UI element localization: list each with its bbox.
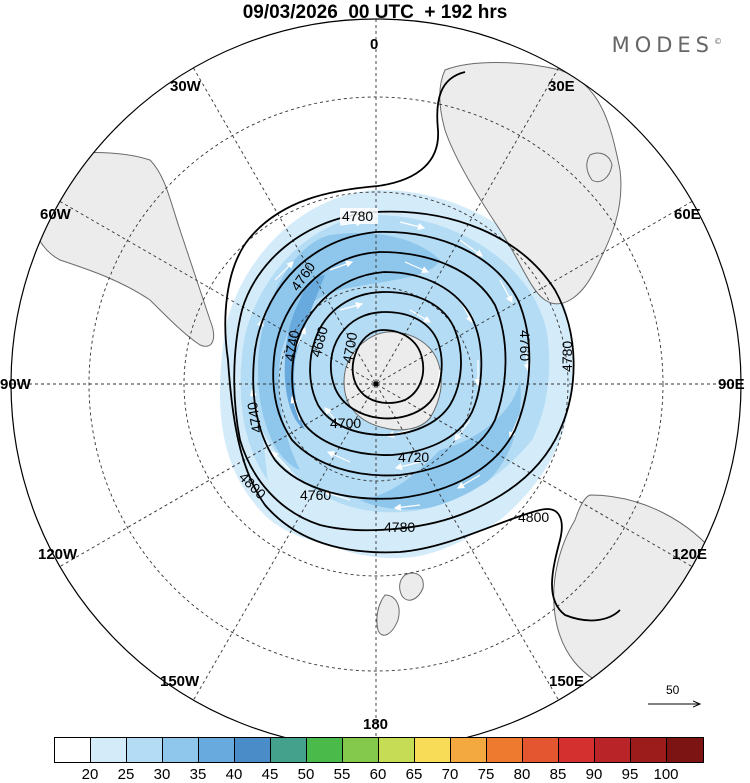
land-masses: [24, 62, 739, 695]
brand-logo: MODES©: [612, 33, 722, 57]
lon-label-60w: 60W: [40, 206, 71, 223]
brand-mark: ©: [714, 37, 722, 46]
colorbar-tick-label: 20: [81, 766, 99, 783]
colorbar-swatch: [379, 738, 415, 762]
colorbar-tick-label: 35: [189, 766, 207, 783]
contour-label: 4760: [300, 487, 331, 503]
colorbar-tick-label: 75: [477, 766, 495, 783]
lon-label-120w: 120W: [38, 546, 78, 563]
colorbar-swatch: [91, 738, 127, 762]
madagascar: [586, 152, 613, 183]
contour-4720: [291, 271, 483, 456]
colorbar-tick-label: 90: [585, 766, 603, 783]
contour-4680: [329, 311, 443, 420]
colorbar-swatch: [631, 738, 667, 762]
brand-name: MODES: [611, 33, 714, 57]
colorbar-tick-label: 55: [333, 766, 351, 783]
contour-4700: [309, 291, 462, 436]
lon-label-150w: 150W: [160, 673, 200, 690]
colorbar: [54, 737, 704, 763]
colorbar-tick-label: 30: [153, 766, 171, 783]
reference-vector-label: 50: [666, 683, 680, 697]
colorbar-tick-label: 95: [621, 766, 639, 783]
antarctica: [343, 331, 442, 431]
colorbar-tick-label: 50: [297, 766, 315, 783]
lon-label-120e: 120E: [672, 546, 708, 563]
lon-label-180: 180: [363, 716, 389, 733]
shade-20-25-south-tail: [262, 430, 540, 559]
lon-label-60e: 60E: [674, 206, 701, 223]
colorbar-tick-label: 80: [513, 766, 531, 783]
lon-label-0: 0: [370, 36, 379, 53]
contour-label: 4740: [244, 401, 265, 435]
contour-label: 4740: [281, 329, 302, 363]
contour-4660: [351, 329, 425, 404]
colorbar-tick-label: 25: [117, 766, 135, 783]
new-zealand-north: [399, 572, 424, 601]
shade-35-40: [284, 275, 325, 430]
colorbar-swatch: [235, 738, 271, 762]
colorbar-swatch: [523, 738, 559, 762]
graticule: [11, 19, 741, 749]
contour-label: 4780: [384, 519, 415, 535]
contour-label: 4760: [517, 330, 533, 361]
south-pole-marker: [373, 381, 379, 387]
colorbar-swatch: [163, 738, 199, 762]
contour-label: 4680: [307, 324, 331, 358]
wind-vectors: [249, 219, 531, 511]
contour-4760: [252, 231, 531, 500]
contour-label: 4720: [398, 449, 429, 465]
map-title: 09/03/2026 00 UTC + 192 hrs: [242, 2, 508, 23]
colorbar-swatch: [307, 738, 343, 762]
new-zealand-south: [376, 594, 400, 636]
colorbar-tick-label: 40: [225, 766, 243, 783]
colorbar-tick-label: 45: [261, 766, 279, 783]
contour-label: 4700: [339, 331, 360, 365]
colorbar-swatch: [55, 738, 91, 762]
contour-label: 4780: [559, 341, 575, 372]
colorbar-swatch: [487, 738, 523, 762]
colorbar-tick-label: 70: [441, 766, 459, 783]
australia: [553, 494, 739, 695]
contour-4780: [233, 210, 575, 532]
contour-label: 4700: [330, 415, 361, 431]
lon-label-90w: 90W: [0, 376, 31, 393]
colorbar-swatch: [343, 738, 379, 762]
colorbar-swatch: [667, 738, 703, 762]
contour-4800: [224, 71, 621, 622]
colorbar-swatch: [127, 738, 163, 762]
contour-label: 4800: [518, 509, 549, 525]
colorbar-swatch: [199, 738, 235, 762]
africa: [439, 62, 622, 305]
lon-label-30e: 30E: [548, 78, 575, 95]
colorbar-tick-label: 85: [549, 766, 567, 783]
lon-label-150e: 150E: [549, 673, 585, 690]
lon-label-90e: 90E: [718, 376, 745, 393]
south-america: [24, 152, 215, 347]
colorbar-swatch: [559, 738, 595, 762]
contour-4740: [272, 251, 507, 477]
colorbar-swatch: [451, 738, 487, 762]
contour-label: 4780: [342, 208, 373, 224]
height-contours: [224, 71, 621, 622]
lon-label-30w: 30W: [170, 78, 201, 95]
contour-labels: 4780 4760 4740 4700 4680 4760 4780 4740 …: [236, 208, 575, 535]
colorbar-swatch: [415, 738, 451, 762]
colorbar-tick-label: 65: [405, 766, 423, 783]
colorbar-tick-label: 60: [369, 766, 387, 783]
colorbar-swatch: [595, 738, 631, 762]
colorbar-tick-label: 100: [653, 766, 679, 783]
shade-30-35: [360, 380, 521, 510]
colorbar-swatch: [271, 738, 307, 762]
